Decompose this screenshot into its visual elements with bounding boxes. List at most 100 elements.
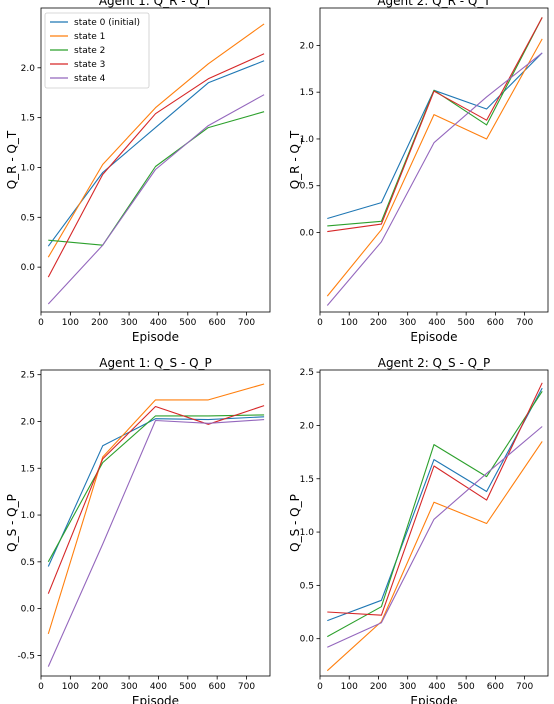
series-line-state-4 (47, 94, 265, 305)
x-tick-label: 700 (238, 682, 255, 692)
y-tick-label: 1.5 (300, 88, 314, 98)
x-tick-label: 300 (120, 318, 137, 328)
series-line-state-3 (327, 382, 543, 616)
x-tick-label: 500 (179, 318, 196, 328)
series-line-state-2 (327, 17, 543, 227)
series-line-state-0 (327, 387, 543, 622)
x-tick-label: 100 (341, 682, 358, 692)
subplot-title: Agent 1: Q_R - Q_T (99, 0, 213, 8)
x-tick-label: 600 (209, 318, 226, 328)
y-tick-label: 0.5 (300, 182, 314, 192)
series-line-state-4 (327, 426, 543, 648)
y-tick-label: 2.5 (21, 371, 35, 381)
y-tick-label: 0.5 (300, 581, 314, 591)
axes-frame (40, 369, 271, 677)
series-line-state-1 (47, 383, 265, 635)
y-tick-label: 1.5 (21, 114, 35, 124)
x-tick-label: 500 (458, 682, 475, 692)
x-tick-label: 0 (38, 682, 44, 692)
x-tick-label: 200 (370, 318, 387, 328)
series-line-state-3 (47, 53, 265, 278)
series-line-state-1 (326, 441, 543, 672)
x-tick-label: 0 (317, 682, 323, 692)
legend-entry: state 3 (74, 60, 105, 70)
x-tick-label: 100 (62, 318, 79, 328)
x-tick-label: 600 (487, 682, 504, 692)
y-tick-label: 0.0 (300, 635, 315, 645)
series-line-state-4 (326, 52, 543, 306)
y-tick-label: 1.5 (21, 464, 35, 474)
x-tick-label: 200 (91, 318, 108, 328)
legend-entry: state 1 (74, 32, 105, 42)
y-tick-label: 0.0 (21, 605, 36, 615)
legend-entry: state 0 (initial) (74, 18, 140, 28)
x-tick-label: 400 (150, 682, 167, 692)
subplot-title: Agent 2: Q_R - Q_T (377, 0, 491, 8)
y-tick-label: 2.0 (21, 417, 36, 427)
series-line-state-1 (47, 23, 265, 258)
y-tick-label: 1.0 (21, 511, 36, 521)
series-line-state-0 (47, 60, 265, 247)
y-tick-label: 1.5 (300, 475, 314, 485)
x-tick-label: 0 (317, 318, 323, 328)
x-axis-label: Episode (410, 694, 457, 704)
y-axis-label: Q_R - Q_T (5, 130, 19, 189)
y-tick-label: 0.0 (21, 263, 36, 273)
y-tick-label: 2.5 (300, 368, 314, 378)
x-tick-label: 200 (91, 682, 108, 692)
x-tick-label: 600 (209, 682, 226, 692)
x-tick-label: 700 (238, 318, 255, 328)
series-line-state-2 (47, 414, 265, 563)
y-tick-label: -0.5 (17, 651, 35, 661)
x-tick-label: 700 (516, 318, 533, 328)
axes-frame (40, 7, 271, 313)
series-line-state-2 (327, 390, 543, 638)
x-axis-label: Episode (132, 694, 179, 704)
y-axis-label: Q_S - Q_P (5, 494, 19, 552)
series-line-state-4 (47, 419, 265, 667)
y-axis-label: Q_S - Q_P (288, 494, 302, 552)
series-line-state-2 (48, 111, 265, 246)
x-tick-label: 200 (370, 682, 387, 692)
axes-frame (319, 369, 549, 677)
x-tick-label: 0 (38, 318, 44, 328)
x-axis-label: Episode (132, 330, 179, 344)
legend: state 0 (initial) state 1 state 2 state 3 st… (44, 12, 150, 89)
y-tick-label: 1.0 (21, 163, 36, 173)
subplot-3: Agent 1: Q_S - Q_P 0 100 200 300 400 500 600 700… (5, 356, 271, 704)
y-tick-label: 2.0 (300, 421, 315, 431)
y-tick-label: 2.0 (300, 41, 315, 51)
x-tick-label: 400 (428, 318, 445, 328)
subplot-1: Agent 1: Q_R - Q_T 0 100 200 300 400 500 600 700… (5, 0, 271, 344)
x-tick-label: 600 (487, 318, 504, 328)
y-tick-label: 0.5 (21, 213, 35, 223)
x-tick-label: 300 (399, 318, 416, 328)
x-tick-label: 100 (341, 318, 358, 328)
x-axis-label: Episode (410, 330, 457, 344)
x-tick-label: 500 (179, 682, 196, 692)
x-tick-label: 700 (516, 682, 533, 692)
y-tick-label: 2.0 (21, 64, 36, 74)
x-tick-label: 400 (428, 682, 445, 692)
series-line-state-1 (326, 38, 543, 297)
legend-entry: state 2 (74, 46, 105, 56)
series-line-state-3 (47, 405, 265, 594)
x-tick-label: 100 (62, 682, 79, 692)
subplot-4: Agent 2: Q_S - Q_P 0 100 200 300 400 500 600 700… (288, 356, 549, 704)
y-tick-label: 0.0 (300, 228, 315, 238)
x-tick-label: 300 (120, 682, 137, 692)
subplot-2: Agent 2: Q_R - Q_T 0 100 200 300 400 500 600 700… (288, 0, 549, 344)
x-tick-label: 400 (150, 318, 167, 328)
series-line-state-0 (47, 416, 265, 567)
subplot-title: Agent 1: Q_S - Q_P (99, 356, 212, 370)
axes-frame (319, 7, 549, 313)
legend-box (44, 12, 150, 89)
y-axis-label: Q_R - Q_T (288, 130, 302, 189)
x-tick-label: 300 (399, 682, 416, 692)
y-tick-label: 0.5 (21, 558, 35, 568)
subplot-title: Agent 2: Q_S - Q_P (378, 356, 491, 370)
x-tick-label: 500 (458, 318, 475, 328)
y-tick-label: 1.0 (300, 135, 315, 145)
legend-entry: state 4 (74, 74, 106, 84)
